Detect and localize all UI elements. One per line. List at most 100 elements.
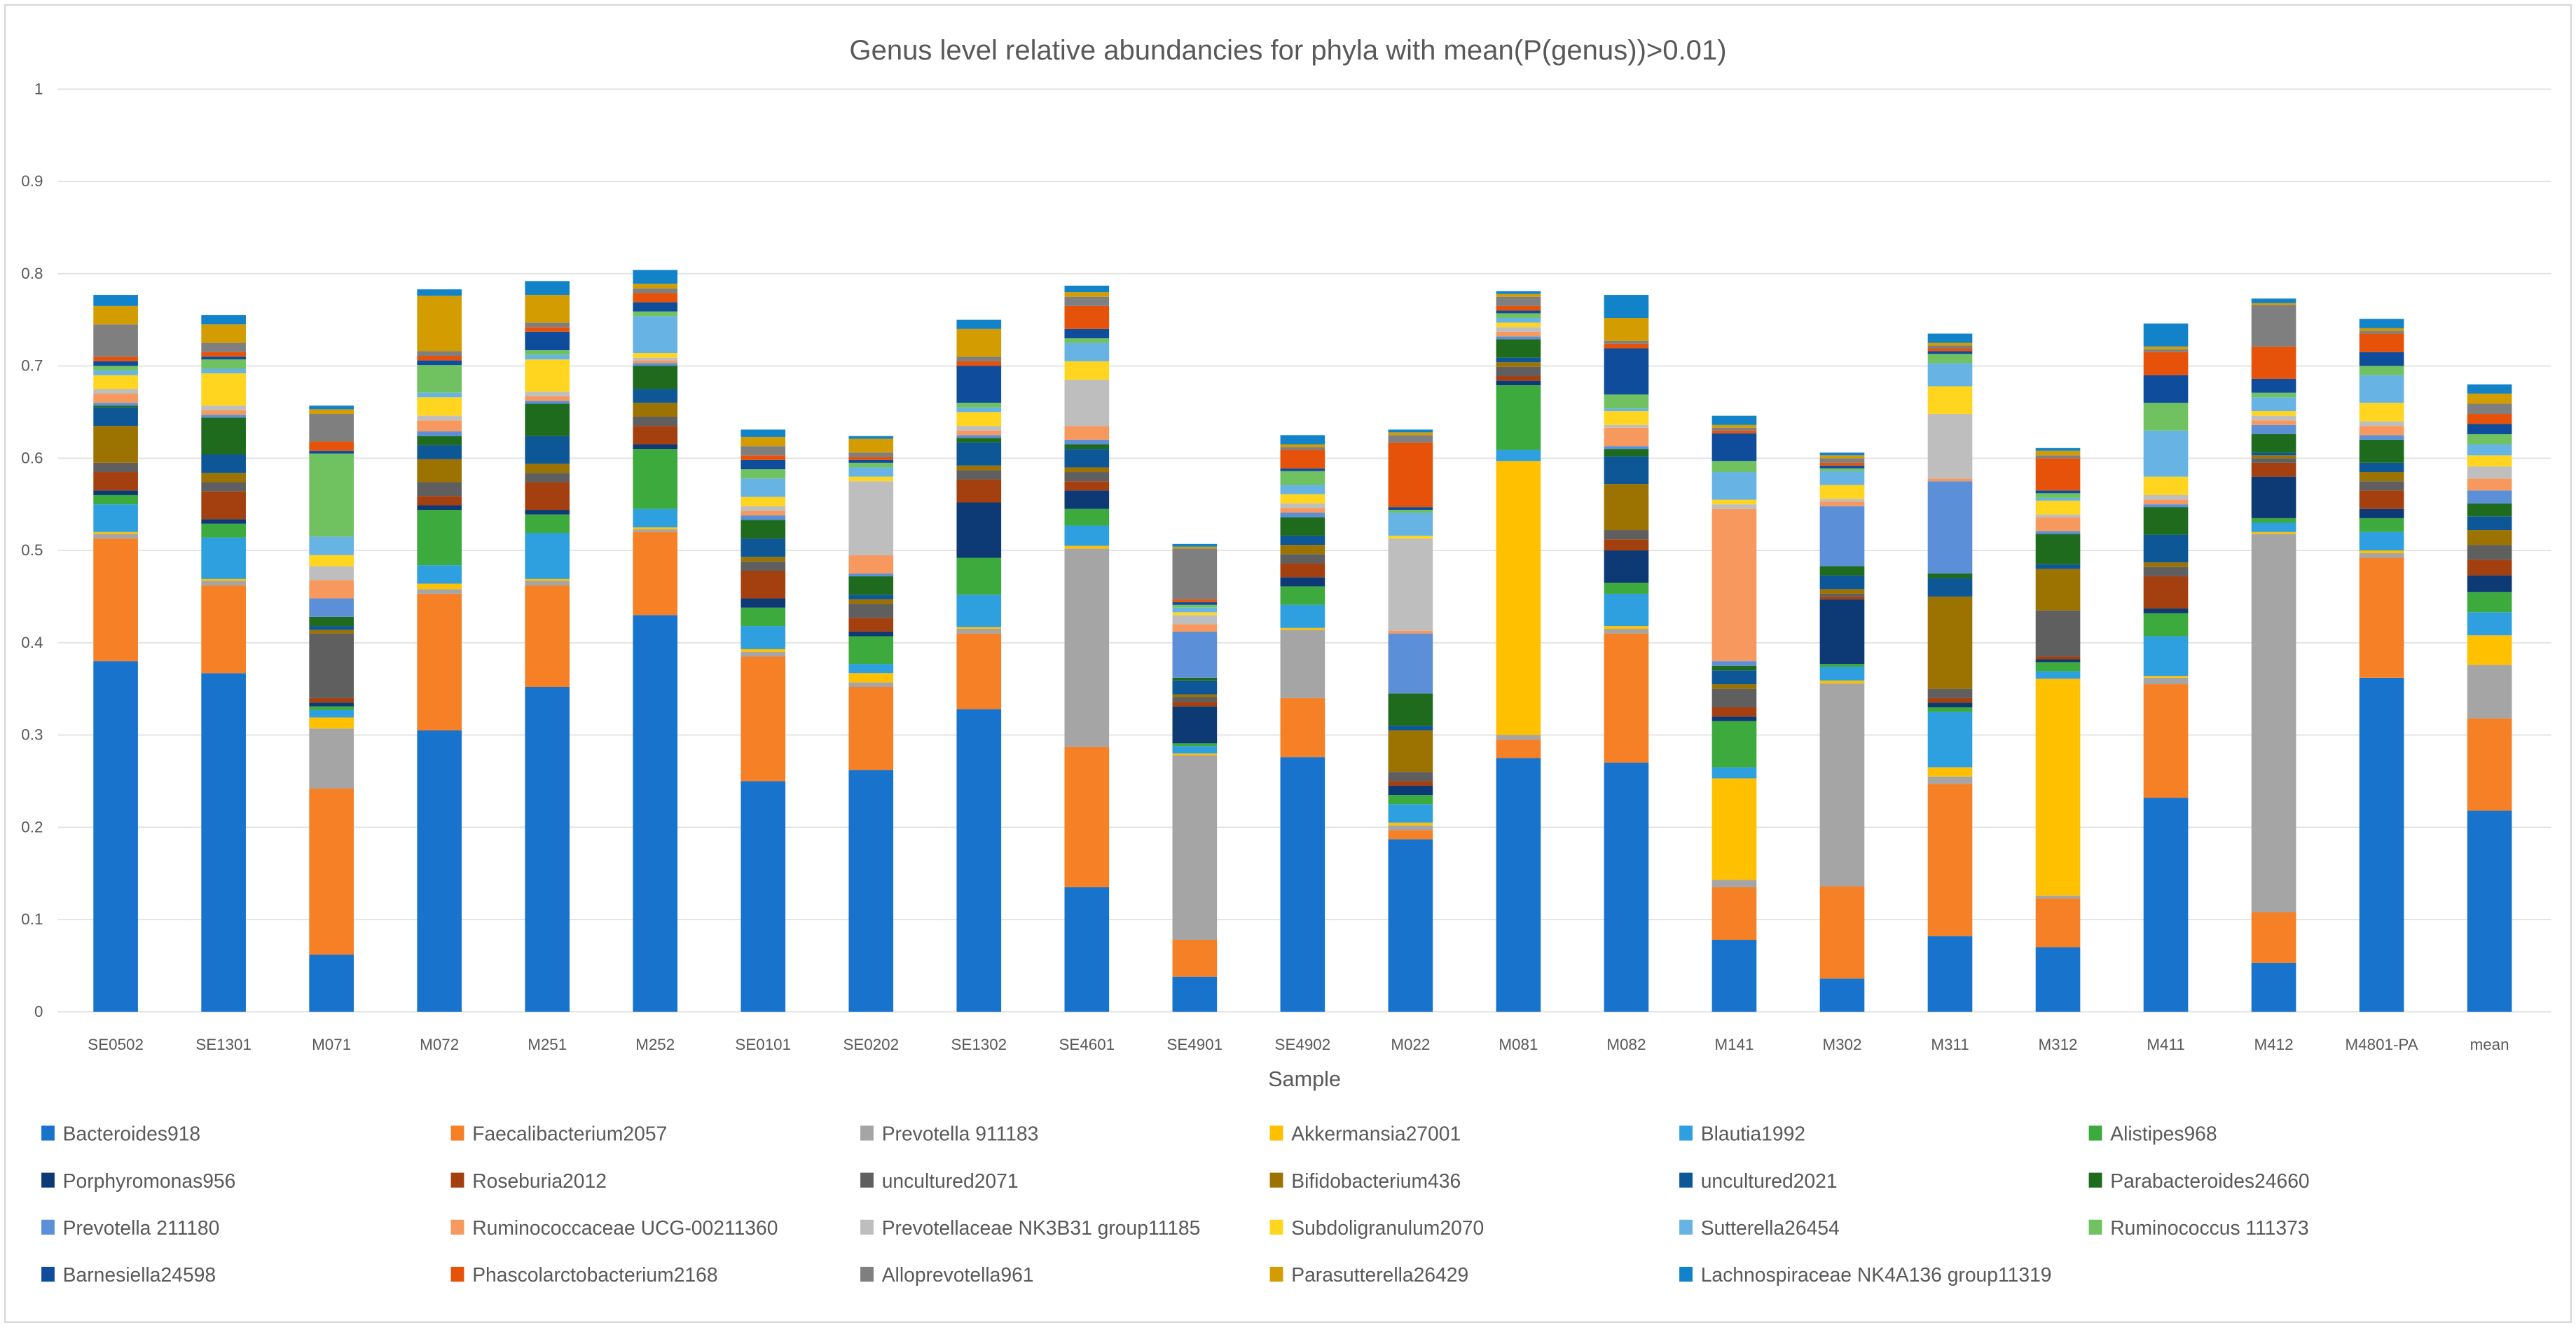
bar-segment (2467, 516, 2512, 531)
bar-segment (2467, 490, 2512, 504)
bar-segment (1711, 427, 1757, 431)
bar-segment (309, 698, 354, 703)
bar-segment (2359, 532, 2404, 551)
bar-segment (201, 578, 246, 581)
bar-segment (2251, 962, 2296, 1012)
chart-title: Genus level relative abundancies for phy… (849, 35, 1726, 66)
bar-segment (1280, 577, 1325, 587)
bar-segment (1388, 822, 1433, 826)
legend-label: Lachnospiraceae NK4A136 group11319 (1701, 1263, 2052, 1286)
bar-segment (633, 389, 678, 403)
legend-swatch (450, 1125, 464, 1141)
bar-segment (93, 361, 138, 366)
bar-segment (2467, 665, 2512, 719)
bar-segment (309, 633, 354, 698)
bar-segment (2467, 403, 2512, 415)
bar-segment (956, 366, 1002, 403)
bar-segment (1927, 342, 1973, 346)
bar-segment (309, 566, 354, 581)
y-tick-label: 0.7 (21, 357, 43, 375)
bar-segment (2467, 635, 2512, 665)
bar-segment (1711, 504, 1757, 509)
bar-stack-M022 (1388, 429, 1433, 1012)
bar-segment (93, 462, 138, 473)
legend-item: Porphyromonas956 (41, 1170, 235, 1192)
legend-swatch (450, 1172, 464, 1188)
bar-segment (1172, 702, 1218, 707)
bar-segment (1172, 624, 1218, 632)
bar-segment (2467, 560, 2512, 576)
bar-segment (2143, 375, 2189, 403)
bar-segment (1819, 506, 1865, 567)
bar-segment (1819, 471, 1865, 485)
bar-segment (1496, 376, 1541, 381)
bar-segment (309, 706, 354, 710)
bar-segment (1604, 456, 1649, 485)
legend: Bacteroides918 Faecalibacterium2057 Prevot… (41, 1123, 2310, 1286)
bar-segment (741, 446, 786, 456)
bar-segment (309, 717, 354, 729)
bar-segment (741, 459, 786, 470)
bar-segment (1280, 554, 1325, 564)
bar-stack-SE0202 (848, 436, 894, 1012)
bar-segment (1927, 478, 1973, 482)
legend-swatch (1269, 1125, 1283, 1141)
bar-segment (633, 311, 678, 317)
bar-segment (2251, 518, 2296, 523)
bar-segment (1172, 697, 1218, 702)
legend-label: Blautia1992 (1701, 1123, 1805, 1145)
bar-segment (1711, 688, 1757, 707)
bar-segment (2035, 534, 2081, 564)
bar-segment (1819, 452, 1865, 456)
bar-segment (417, 496, 462, 506)
bar-segment (1819, 683, 1865, 887)
bar-segment (525, 401, 570, 404)
bar-segment (1064, 292, 1110, 297)
bar-segment (848, 452, 894, 457)
bar-segment (201, 342, 246, 352)
legend-label: Faecalibacterium2057 (472, 1123, 667, 1145)
bar-segment (2143, 576, 2189, 609)
bar-segment (201, 523, 246, 538)
bar-segment (2143, 567, 2189, 576)
bar-segment (2035, 531, 2081, 534)
bar-segment (525, 354, 570, 360)
bar-segment (1927, 333, 1973, 343)
bar-segment (1711, 415, 1757, 425)
bar-stack-M312 (2035, 448, 2081, 1012)
legend-swatch (860, 1266, 874, 1282)
legend-swatch (1269, 1172, 1283, 1188)
bar-segment (2035, 490, 2081, 494)
bar-segment (525, 581, 570, 586)
legend-item: Lachnospiraceae NK4A136 group11319 (1679, 1263, 2052, 1286)
bar-segment (1711, 461, 1757, 473)
bar-segment (2467, 545, 2512, 560)
bar-segment (1496, 322, 1541, 328)
bar-segment (1172, 680, 1218, 695)
bar-segment (848, 604, 894, 618)
bar-segment (93, 403, 138, 406)
bar-segment (2251, 420, 2296, 425)
bar-segment (1280, 468, 1325, 471)
bar-segment (2143, 636, 2189, 677)
bar-segment (633, 270, 678, 284)
bar-segment (741, 651, 786, 657)
bar-segment (93, 295, 138, 306)
bar-segment (633, 288, 678, 293)
bar-segment (2467, 394, 2512, 404)
bar-segment (1927, 712, 1973, 768)
bar-segment (1388, 825, 1433, 831)
bar-segment (2467, 424, 2512, 435)
bar-segment (1064, 490, 1110, 509)
bar-segment (2359, 439, 2404, 463)
bar-segment (1172, 604, 1218, 608)
bar-segment (741, 561, 786, 571)
bar-segment (1927, 363, 1973, 387)
x-tick-label: M302 (1822, 1036, 1861, 1053)
bar-segment (93, 389, 138, 394)
bar-segment (1496, 327, 1541, 332)
bar-segment (309, 955, 354, 1012)
x-tick-label: M022 (1391, 1036, 1430, 1053)
bar-segment (1388, 726, 1433, 730)
